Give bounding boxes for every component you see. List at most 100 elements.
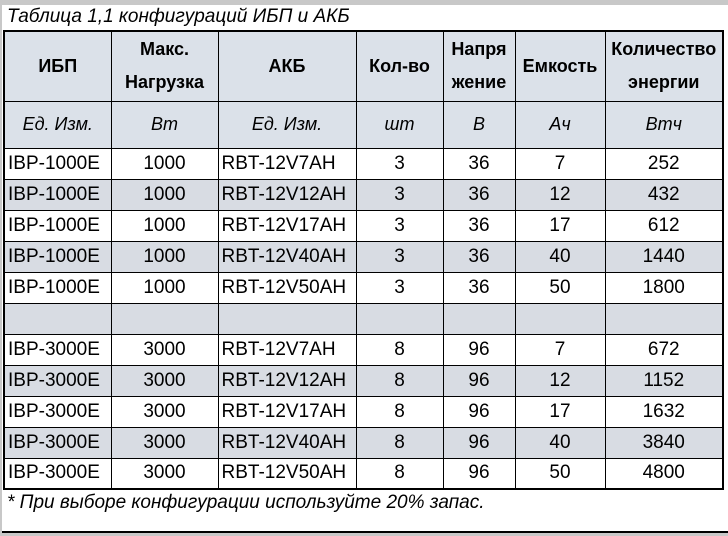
table-cell: 40 xyxy=(514,240,606,273)
table-cell: 1800 xyxy=(604,271,724,304)
table-cell: IBP-1000E xyxy=(3,147,112,180)
table-cell xyxy=(3,302,112,335)
table-cell: 672 xyxy=(604,333,724,366)
table-cell: 96 xyxy=(442,364,516,397)
table-cell: 36 xyxy=(442,178,516,211)
table-cell: 612 xyxy=(604,209,724,242)
table-cell: 1000 xyxy=(110,147,219,180)
unit-max-load: Вт xyxy=(110,100,219,149)
table-row: IBP-3000E 3000 RBT-12V50AH 8 96 50 4800 xyxy=(3,457,724,490)
table-body: IBP-1000E 1000 RBT-12V7AH 3 36 7 252 IBP-1000E 1… xyxy=(3,147,724,490)
table-cell: 96 xyxy=(442,395,516,428)
table-cell: 1000 xyxy=(110,271,219,304)
table-cell: 1000 xyxy=(110,178,219,211)
col-header-quantity: Кол-во xyxy=(355,30,444,102)
unit-quantity: шт xyxy=(355,100,444,149)
table-cell: 3000 xyxy=(110,457,219,490)
table-cell: 3000 xyxy=(110,364,219,397)
table-cell: RBT-12V40AH xyxy=(217,240,357,273)
table-cell: 36 xyxy=(442,147,516,180)
col-header-voltage: Напря жение xyxy=(442,30,516,102)
table-cell: RBT-12V7AH xyxy=(217,147,357,180)
table-cell: 40 xyxy=(514,426,606,459)
table-cell: IBP-1000E xyxy=(3,240,112,273)
col-header-capacity: Емкость xyxy=(514,30,606,102)
table-cell: IBP-3000E xyxy=(3,364,112,397)
table-cell: 4800 xyxy=(604,457,724,490)
table-cell: 17 xyxy=(514,209,606,242)
table-cell: 1152 xyxy=(604,364,724,397)
table-cell: IBP-3000E xyxy=(3,457,112,490)
table-cell: IBP-3000E xyxy=(3,426,112,459)
table-cell: 50 xyxy=(514,271,606,304)
table-cell: 3 xyxy=(355,240,444,273)
table-cell: 50 xyxy=(514,457,606,490)
table-cell: 432 xyxy=(604,178,724,211)
col-header-ups: ИБП xyxy=(3,30,112,102)
table-cell xyxy=(110,302,219,335)
table-cell: IBP-1000E xyxy=(3,271,112,304)
table-cell: 1000 xyxy=(110,240,219,273)
table-cell: IBP-3000E xyxy=(3,395,112,428)
unit-voltage: В xyxy=(442,100,516,149)
table-cell: 36 xyxy=(442,240,516,273)
unit-ups: Ед. Изм. xyxy=(3,100,112,149)
table-row: IBP-1000E 1000 RBT-12V7AH 3 36 7 252 xyxy=(3,147,724,180)
table-cell: 8 xyxy=(355,395,444,428)
table-cell: RBT-12V50AH xyxy=(217,457,357,490)
table-cell xyxy=(514,302,606,335)
table-cell: 3 xyxy=(355,178,444,211)
table-cell: 3 xyxy=(355,271,444,304)
table-cell: 3000 xyxy=(110,395,219,428)
table-title: Таблица 1,1 конфигураций ИБП и АКБ xyxy=(7,6,350,27)
table-cell xyxy=(442,302,516,335)
table-row xyxy=(3,302,724,335)
table-cell: 12 xyxy=(514,364,606,397)
table-row: IBP-1000E 1000 RBT-12V40AH 3 36 40 1440 xyxy=(3,240,724,273)
table-cell: RBT-12V50AH xyxy=(217,271,357,304)
col-header-max-load: Макс. Нагрузка xyxy=(110,30,219,102)
header-row: ИБП Макс. Нагрузка АКБ Кол-во Напря жени… xyxy=(3,30,724,102)
config-table: ИБП Макс. Нагрузка АКБ Кол-во Напря жени… xyxy=(3,30,724,490)
table-cell: IBP-1000E xyxy=(3,178,112,211)
table-cell: 1440 xyxy=(604,240,724,273)
table-cell: 3 xyxy=(355,147,444,180)
table-cell: 252 xyxy=(604,147,724,180)
table-cell: 8 xyxy=(355,364,444,397)
table-cell xyxy=(604,302,724,335)
table-cell: 96 xyxy=(442,333,516,366)
table-row: IBP-3000E 3000 RBT-12V7AH 8 96 7 672 xyxy=(3,333,724,366)
table-cell: 96 xyxy=(442,426,516,459)
unit-energy-amount: Втч xyxy=(604,100,724,149)
table-cell xyxy=(217,302,357,335)
table-row: IBP-3000E 3000 RBT-12V12AH 8 96 12 1152 xyxy=(3,364,724,397)
table-cell: 3840 xyxy=(604,426,724,459)
table-cell: RBT-12V40AH xyxy=(217,426,357,459)
table-cell: RBT-12V12AH xyxy=(217,364,357,397)
table-cell: 36 xyxy=(442,271,516,304)
table-cell: 1000 xyxy=(110,209,219,242)
sheet: Таблица 1,1 конфигураций ИБП и АКБ ИБП М… xyxy=(2,5,728,533)
table-cell: IBP-1000E xyxy=(3,209,112,242)
table-cell: 1632 xyxy=(604,395,724,428)
table-row: IBP-1000E 1000 RBT-12V12AH 3 36 12 432 xyxy=(3,178,724,211)
table-cell: 8 xyxy=(355,457,444,490)
table-cell: RBT-12V17AH xyxy=(217,395,357,428)
table-cell: 8 xyxy=(355,333,444,366)
table-row: IBP-3000E 3000 RBT-12V17AH 8 96 17 1632 xyxy=(3,395,724,428)
table-row: IBP-1000E 1000 RBT-12V50AH 3 36 50 1800 xyxy=(3,271,724,304)
table-cell: 7 xyxy=(514,333,606,366)
table-cell: 12 xyxy=(514,178,606,211)
table-row: IBP-1000E 1000 RBT-12V17AH 3 36 17 612 xyxy=(3,209,724,242)
footnote: * При выборе конфигурации используйте 20… xyxy=(7,492,485,513)
table-cell: IBP-3000E xyxy=(3,333,112,366)
table-cell: 17 xyxy=(514,395,606,428)
col-header-energy-amount: Количество энергии xyxy=(604,30,724,102)
units-row: Ед. Изм. Вт Ед. Изм. шт В Ач Втч xyxy=(3,100,724,149)
table-cell: RBT-12V17AH xyxy=(217,209,357,242)
table-cell: RBT-12V12AH xyxy=(217,178,357,211)
col-header-battery: АКБ xyxy=(217,30,357,102)
table-cell: RBT-12V7AH xyxy=(217,333,357,366)
table-row: IBP-3000E 3000 RBT-12V40AH 8 96 40 3840 xyxy=(3,426,724,459)
